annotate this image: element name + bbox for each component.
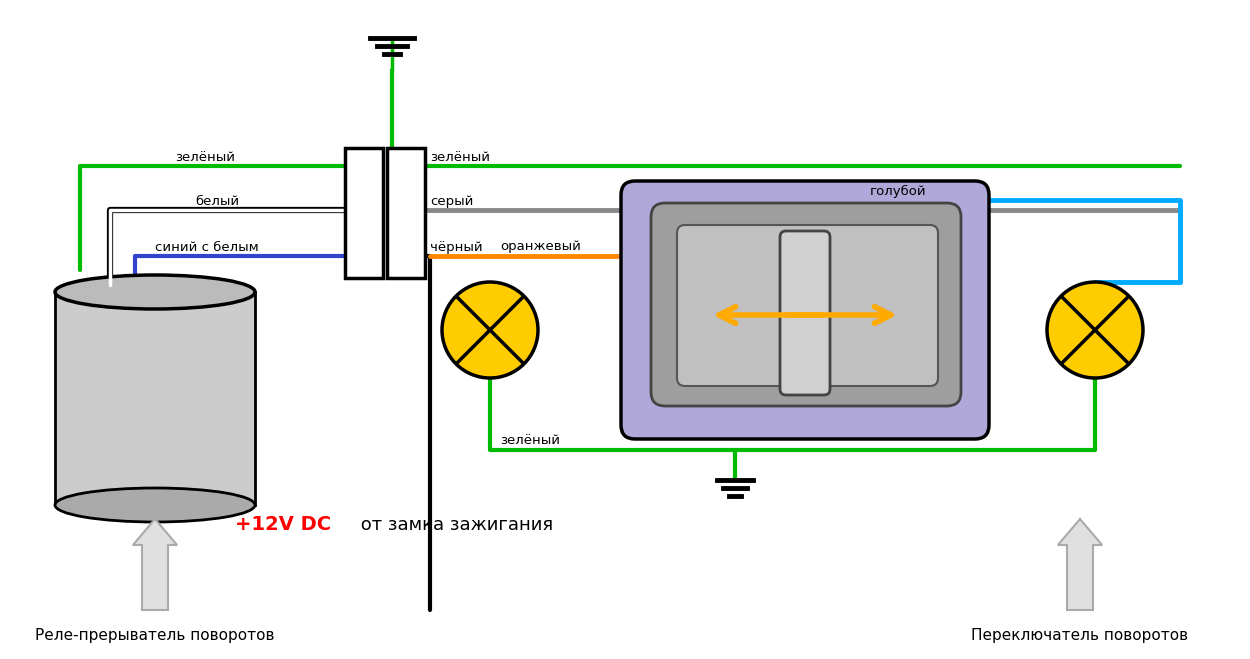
Text: голубой: голубой bbox=[870, 185, 926, 198]
Circle shape bbox=[1048, 282, 1142, 378]
Text: от замка зажигания: от замка зажигания bbox=[355, 516, 552, 534]
Text: Реле-прерыватель поворотов: Реле-прерыватель поворотов bbox=[35, 628, 275, 643]
Bar bbox=[55, 292, 255, 505]
Text: оранжевый: оранжевый bbox=[500, 240, 581, 253]
FancyBboxPatch shape bbox=[780, 231, 830, 395]
Ellipse shape bbox=[55, 488, 255, 522]
Text: белый: белый bbox=[195, 195, 239, 208]
FancyArrow shape bbox=[132, 519, 178, 610]
Text: Переключатель поворотов: Переключатель поворотов bbox=[971, 628, 1189, 643]
Text: синий с белым: синий с белым bbox=[155, 241, 259, 254]
FancyBboxPatch shape bbox=[678, 225, 938, 386]
Text: зелёный: зелёный bbox=[430, 151, 490, 164]
Text: серый: серый bbox=[430, 195, 474, 208]
FancyBboxPatch shape bbox=[621, 181, 989, 439]
Ellipse shape bbox=[55, 275, 255, 309]
Bar bbox=[345, 148, 382, 278]
Bar bbox=[388, 148, 425, 278]
Text: зелёный: зелёный bbox=[500, 434, 560, 447]
FancyBboxPatch shape bbox=[651, 203, 961, 406]
Text: +12V DC: +12V DC bbox=[235, 515, 331, 534]
Circle shape bbox=[442, 282, 538, 378]
Text: чёрный: чёрный bbox=[430, 241, 482, 254]
FancyArrow shape bbox=[1058, 519, 1102, 610]
Text: зелёный: зелёный bbox=[175, 151, 235, 164]
